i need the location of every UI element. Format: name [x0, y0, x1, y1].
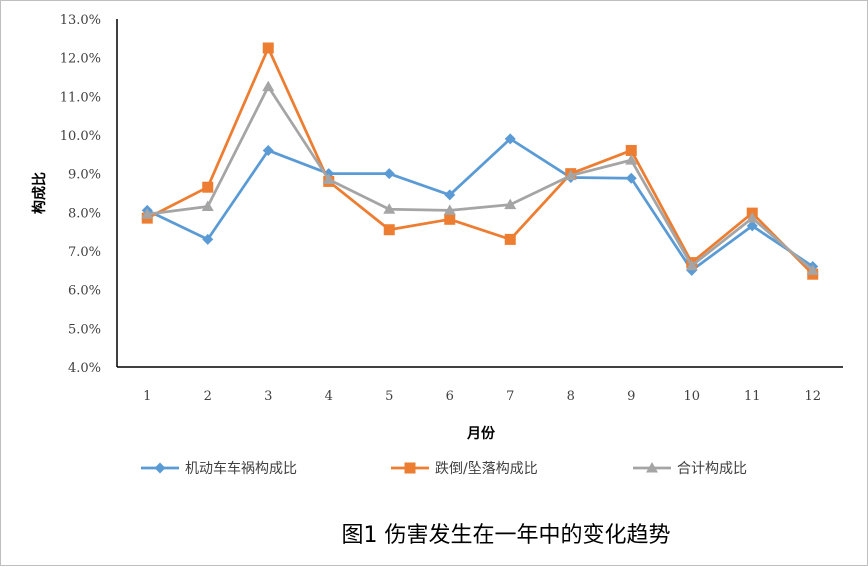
x-tick-label: 11	[744, 389, 761, 404]
data-point	[444, 189, 456, 201]
x-axis-title: 月份	[466, 425, 496, 442]
legend-item: 合计构成比	[633, 461, 747, 477]
legend-marker	[154, 462, 166, 474]
data-point	[746, 212, 759, 223]
data-point	[504, 133, 516, 145]
legend-item: 跌倒/坠落构成比	[391, 461, 538, 477]
series-line	[146, 137, 814, 272]
data-point	[746, 220, 758, 232]
x-tick-label: 12	[804, 389, 821, 404]
series-1	[141, 133, 819, 276]
data-point	[625, 144, 637, 156]
series-line	[146, 46, 814, 276]
x-tick-label: 1	[143, 389, 151, 404]
legend-marker	[404, 462, 416, 474]
y-tick-label: 5.0%	[68, 322, 101, 337]
legend: 机动车车祸构成比 跌倒/坠落构成比 合计构成比	[141, 460, 747, 477]
x-tick-label: 6	[446, 389, 454, 404]
y-tick-label: 13.0%	[60, 13, 101, 28]
x-tick-label: 2	[204, 389, 212, 404]
data-point	[383, 203, 396, 214]
y-tick-label: 9.0%	[68, 168, 101, 183]
data-point	[685, 259, 698, 271]
series-layer	[141, 42, 819, 280]
data-point	[383, 224, 395, 236]
data-point	[202, 181, 214, 193]
data-point	[504, 233, 516, 245]
y-tick-label: 4.0%	[68, 361, 101, 376]
legend-label: 跌倒/坠落构成比	[435, 461, 538, 477]
data-point	[625, 154, 638, 165]
x-tick-label: 4	[325, 389, 333, 404]
y-tick-label: 6.0%	[68, 284, 101, 299]
y-tick-label: 12.0%	[60, 52, 101, 67]
data-point	[262, 42, 274, 54]
data-point	[625, 172, 637, 184]
x-tick-label: 8	[567, 389, 575, 404]
series-3	[141, 80, 819, 275]
data-point	[202, 233, 214, 245]
x-tick-label: 7	[506, 389, 514, 404]
data-point	[262, 144, 274, 156]
y-axis-title: 构成比	[31, 172, 48, 214]
data-point	[141, 208, 154, 219]
data-point	[383, 168, 395, 180]
y-tick-label: 8.0%	[68, 206, 101, 221]
legend-label: 合计构成比	[677, 461, 747, 477]
series-2	[141, 42, 819, 280]
figure-caption: 图1 伤害发生在一年中的变化趋势	[342, 523, 671, 548]
data-point	[201, 200, 214, 212]
data-point	[443, 204, 456, 215]
x-tick-label: 10	[683, 389, 700, 404]
y-tick-label: 11.0%	[60, 90, 101, 105]
series-line	[147, 85, 814, 272]
data-point	[806, 264, 819, 275]
data-point	[444, 213, 456, 225]
plot-area: 4.0% 5.0% 6.0% 7.0% 8.0% 9.0% 10.0% 11.0% 12.0% 1…	[60, 13, 843, 404]
x-tick-label: 3	[264, 389, 272, 404]
y-tick-labels: 4.0% 5.0% 6.0% 7.0% 8.0% 9.0% 10.0% 11.0% 12.0% 1…	[60, 13, 101, 376]
x-tick-labels: 1 2 3 4 5 6 7 8 9 10 11 12	[143, 389, 821, 404]
data-point	[322, 173, 335, 184]
y-tick-label: 7.0%	[68, 245, 101, 260]
x-tick-label: 9	[627, 389, 635, 404]
data-point	[564, 169, 577, 181]
y-tick-label: 10.0%	[60, 129, 101, 144]
data-point	[504, 198, 517, 210]
legend-item: 机动车车祸构成比	[141, 460, 297, 477]
legend-label: 机动车车祸构成比	[185, 460, 297, 477]
data-point	[262, 80, 275, 92]
legend-marker	[646, 462, 658, 473]
x-tick-label: 5	[385, 389, 393, 404]
